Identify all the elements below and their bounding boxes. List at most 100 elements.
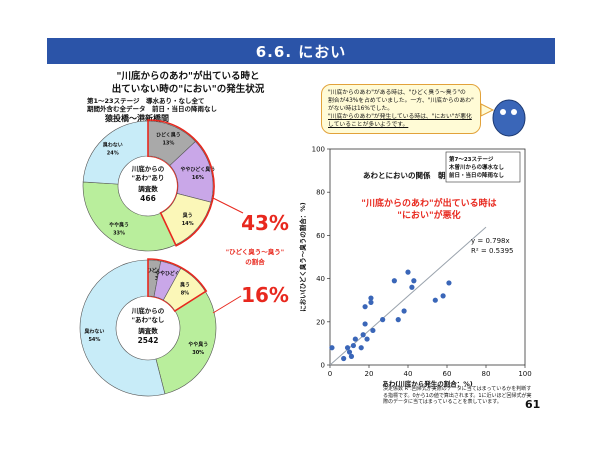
pie-bottom-center-line1: 川底からの [131, 306, 165, 315]
x-tick-label-3: 60 [443, 370, 452, 378]
pie-bottom-center-line2: "あわ"なし [132, 315, 165, 324]
footnote: 決定係数 R²:回帰式が実際のデータに当てはまっているかを判断する指標です。0か… [383, 386, 532, 405]
x-tick-label-2: 40 [404, 370, 413, 378]
pie-top-center-count: 466 [140, 194, 156, 203]
left-title: "川底からのあわ"が出ている時と 出ていない時の"におい"の発生状況 [83, 70, 293, 96]
bubble-line4: "川底からのあわ"が発生している時は、"におい"が悪化 [328, 114, 472, 120]
y-axis-label: におい(ひどく臭う～臭うの割合：%) [298, 202, 307, 312]
pie-bottom-slice-4 [79, 259, 166, 397]
callout-label-line1: "ひどく臭う～臭う" [226, 247, 284, 256]
x-tick-label-0: 0 [328, 370, 332, 378]
legend-line2: 木曽川からの導水なし [448, 163, 505, 171]
scatter-point-21 [411, 278, 417, 284]
pie-top-slice-pct-0: 13% [162, 141, 174, 147]
mascot-icon [492, 99, 526, 137]
legend-box [445, 151, 521, 183]
callout-label-line2: の割合 [245, 257, 265, 266]
pie-top-center-line2: "あわ"あり [132, 173, 165, 182]
scatter-point-22 [432, 297, 438, 303]
bubble-tail-icon [480, 103, 495, 117]
left-subtitle-line1: 第1～23ステージ 導水あり・なし全て [87, 97, 205, 105]
bubble-line3: がない時は16%でした。 [328, 106, 394, 112]
y-tick-label-4: 80 [316, 189, 325, 197]
pie-top-slice-3 [82, 181, 177, 252]
pie-top-center-line1: 川底からの [131, 164, 165, 173]
pie-bottom-center-count: 2542 [138, 336, 159, 345]
y-tick-label-5: 100 [312, 146, 325, 154]
pie-top-slice-label-4: 臭わない [103, 141, 123, 148]
scatter-point-18 [401, 308, 407, 314]
scatter-point-14 [370, 327, 376, 334]
y-tick-label-3: 60 [316, 232, 325, 240]
scatter-point-19 [405, 269, 411, 275]
x-tick-label-5: 100 [518, 370, 531, 378]
figure-svg: ひどく臭う 13% ややひどく臭う 16% 臭う 14% やや臭う 33% 臭わない 24% 川底か… [79, 99, 532, 397]
pie-top-slice-label-3: やや臭う [109, 222, 129, 229]
x-axis-label: あわ(川底から発生の割合：%) [382, 379, 472, 388]
slide: 6.6. におい "川底からのあわ"が出ている時と 出ていない時の"におい"の発… [47, 38, 555, 413]
scatter-point-12 [368, 299, 374, 305]
scatter-point-13 [368, 295, 374, 301]
header-bar: 6.6. におい [47, 38, 555, 64]
scatter-point-10 [362, 304, 368, 310]
x-tick-label-1: 20 [365, 370, 374, 378]
pie-bottom-center-hole [117, 297, 179, 359]
scatter-point-2 [344, 345, 351, 351]
pie-top-slice-label-2: 臭う [183, 212, 193, 219]
plot-frame [329, 148, 526, 366]
pie-bottom-slice-pct-4: 54% [88, 337, 100, 343]
scatter-point-16 [391, 278, 397, 284]
scatter-point-11 [364, 336, 370, 342]
mascot-eye-left-icon [500, 109, 506, 115]
legend-line1: 第7～23ステージ [449, 155, 494, 163]
chart-annotation-line1: "川底からのあわ"が出ている時は [361, 197, 496, 209]
pie-bottom-slice-label-2: 臭う [180, 282, 190, 289]
x-tick-label-4: 80 [482, 370, 491, 378]
scatter-point-1 [341, 355, 347, 362]
y-tick-label-0: 0 [321, 362, 325, 370]
equation-line2: R² = 0.5395 [471, 247, 513, 255]
page-number: 61 [525, 398, 541, 411]
pie-bottom-highlight-outline [147, 258, 208, 313]
scatter-point-7 [358, 345, 364, 351]
left-subtitle: 第1～23ステージ 導水あり・なし全て 期間外含む全データ 前日・当日の降雨なし [87, 97, 217, 113]
pie-top-slice-pct-4: 24% [107, 150, 119, 156]
pie-top-center-line3: 調査数 [138, 184, 158, 193]
left-title-line1: "川底からのあわ"が出ている時と [116, 71, 260, 82]
pie-bottom-slice-pct-2: 8% [181, 291, 190, 297]
bubble-line1: "川底からのあわ"がある時は、"ひどく臭う～臭う"の [328, 90, 466, 96]
scatter-point-6 [352, 336, 358, 342]
callout-pct-top: 43% [241, 211, 289, 235]
pie-bottom-slice-label-1: ややひどく臭う [155, 270, 190, 277]
scatter-point-17 [395, 317, 401, 323]
mascot-eye-right-icon [511, 109, 517, 115]
y-tick-label-2: 40 [316, 275, 325, 283]
bubble-line2: 割合が43%を占めていました。一方、"川底からのあわ" [328, 98, 474, 104]
scatter-point-3 [346, 349, 353, 355]
left-title-line2: 出ていない時の"におい"の発生状況 [111, 84, 265, 95]
scatter-point-9 [362, 321, 368, 327]
scatter-point-23 [440, 293, 446, 299]
pie-top-slice-pct-2: 14% [182, 221, 194, 227]
bubble-line5: していることが多いようです。 [328, 122, 409, 128]
scatter-point-0 [329, 345, 335, 351]
pie-top-slice-pct-3: 33% [113, 231, 125, 237]
scatter-point-8 [360, 332, 366, 338]
speech-bubble: "川底からのあわ"がある時は、"ひどく臭う～臭う"の 割合が43%を占めていまし… [321, 84, 481, 134]
equation-line1: y = 0.798x [471, 237, 510, 245]
pie-top-slice-4 [82, 120, 149, 185]
slide-title: 6.6. におい [255, 43, 347, 61]
pie-top-center-hole [119, 157, 177, 215]
left-subtitle-line2: 期間外含む全データ 前日・当日の降雨なし [87, 105, 217, 113]
scatter-point-24 [446, 280, 452, 286]
pie-bottom-slice-3 [155, 291, 217, 395]
pie-bottom-slice-pct-3: 30% [192, 350, 204, 356]
callout-pct-bottom: 16% [241, 283, 289, 307]
scatter-point-5 [350, 342, 356, 349]
section-label: 猿投橋～港新橋間 [105, 114, 169, 123]
scatter-point-20 [409, 284, 415, 290]
callout-leader-top [212, 197, 244, 214]
scatter-point-4 [348, 353, 355, 359]
y-tick-label-1: 20 [316, 318, 325, 326]
trend-line [329, 226, 487, 366]
